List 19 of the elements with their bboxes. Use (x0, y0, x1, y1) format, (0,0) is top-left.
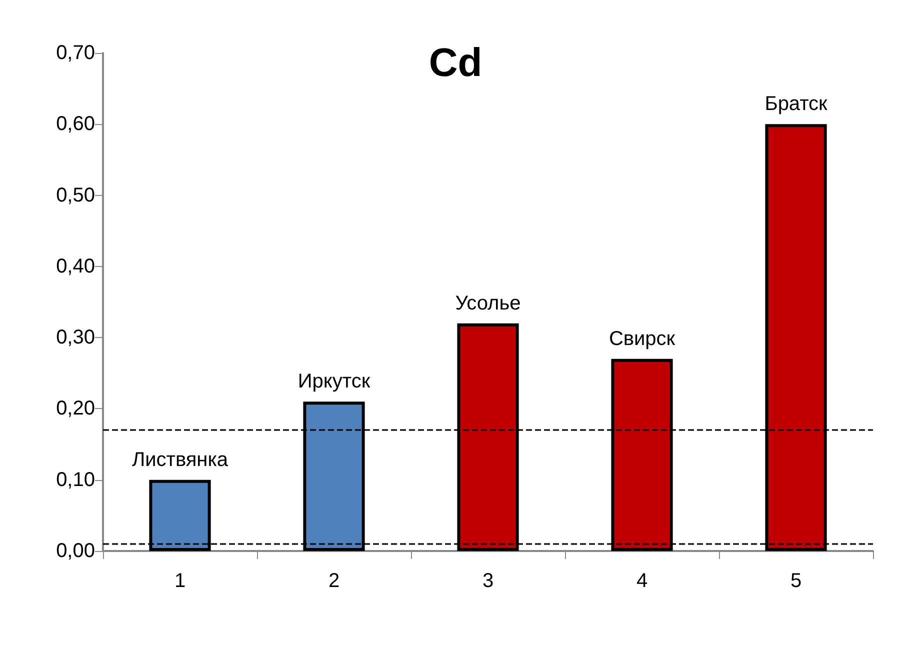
y-tick-label: 0,70 (56, 42, 95, 64)
x-tick-label: 3 (482, 570, 494, 592)
x-tick-label: 1 (174, 570, 186, 592)
annotation: Свирск (608, 328, 676, 350)
chart-title: Cd (428, 41, 482, 85)
y-tick-label: 0,20 (56, 398, 95, 420)
annotation: Братск (764, 93, 828, 116)
annotation: Усолье (455, 292, 521, 314)
y-tick-label: 0,10 (56, 468, 95, 491)
y-tick-label: 0,50 (56, 184, 95, 206)
y-tick-label: 0,40 (56, 255, 95, 278)
x-tick-label: 5 (790, 570, 802, 592)
x-tick-label: 2 (328, 570, 340, 592)
y-tick-label: 0,30 (56, 326, 95, 349)
x-tick-label: 4 (636, 570, 648, 592)
annotation: Иркутск (298, 370, 370, 393)
annotation: Листвянка (132, 448, 229, 471)
y-tick-label: 0,00 (56, 540, 95, 562)
y-tick-label: 0,60 (56, 113, 95, 136)
